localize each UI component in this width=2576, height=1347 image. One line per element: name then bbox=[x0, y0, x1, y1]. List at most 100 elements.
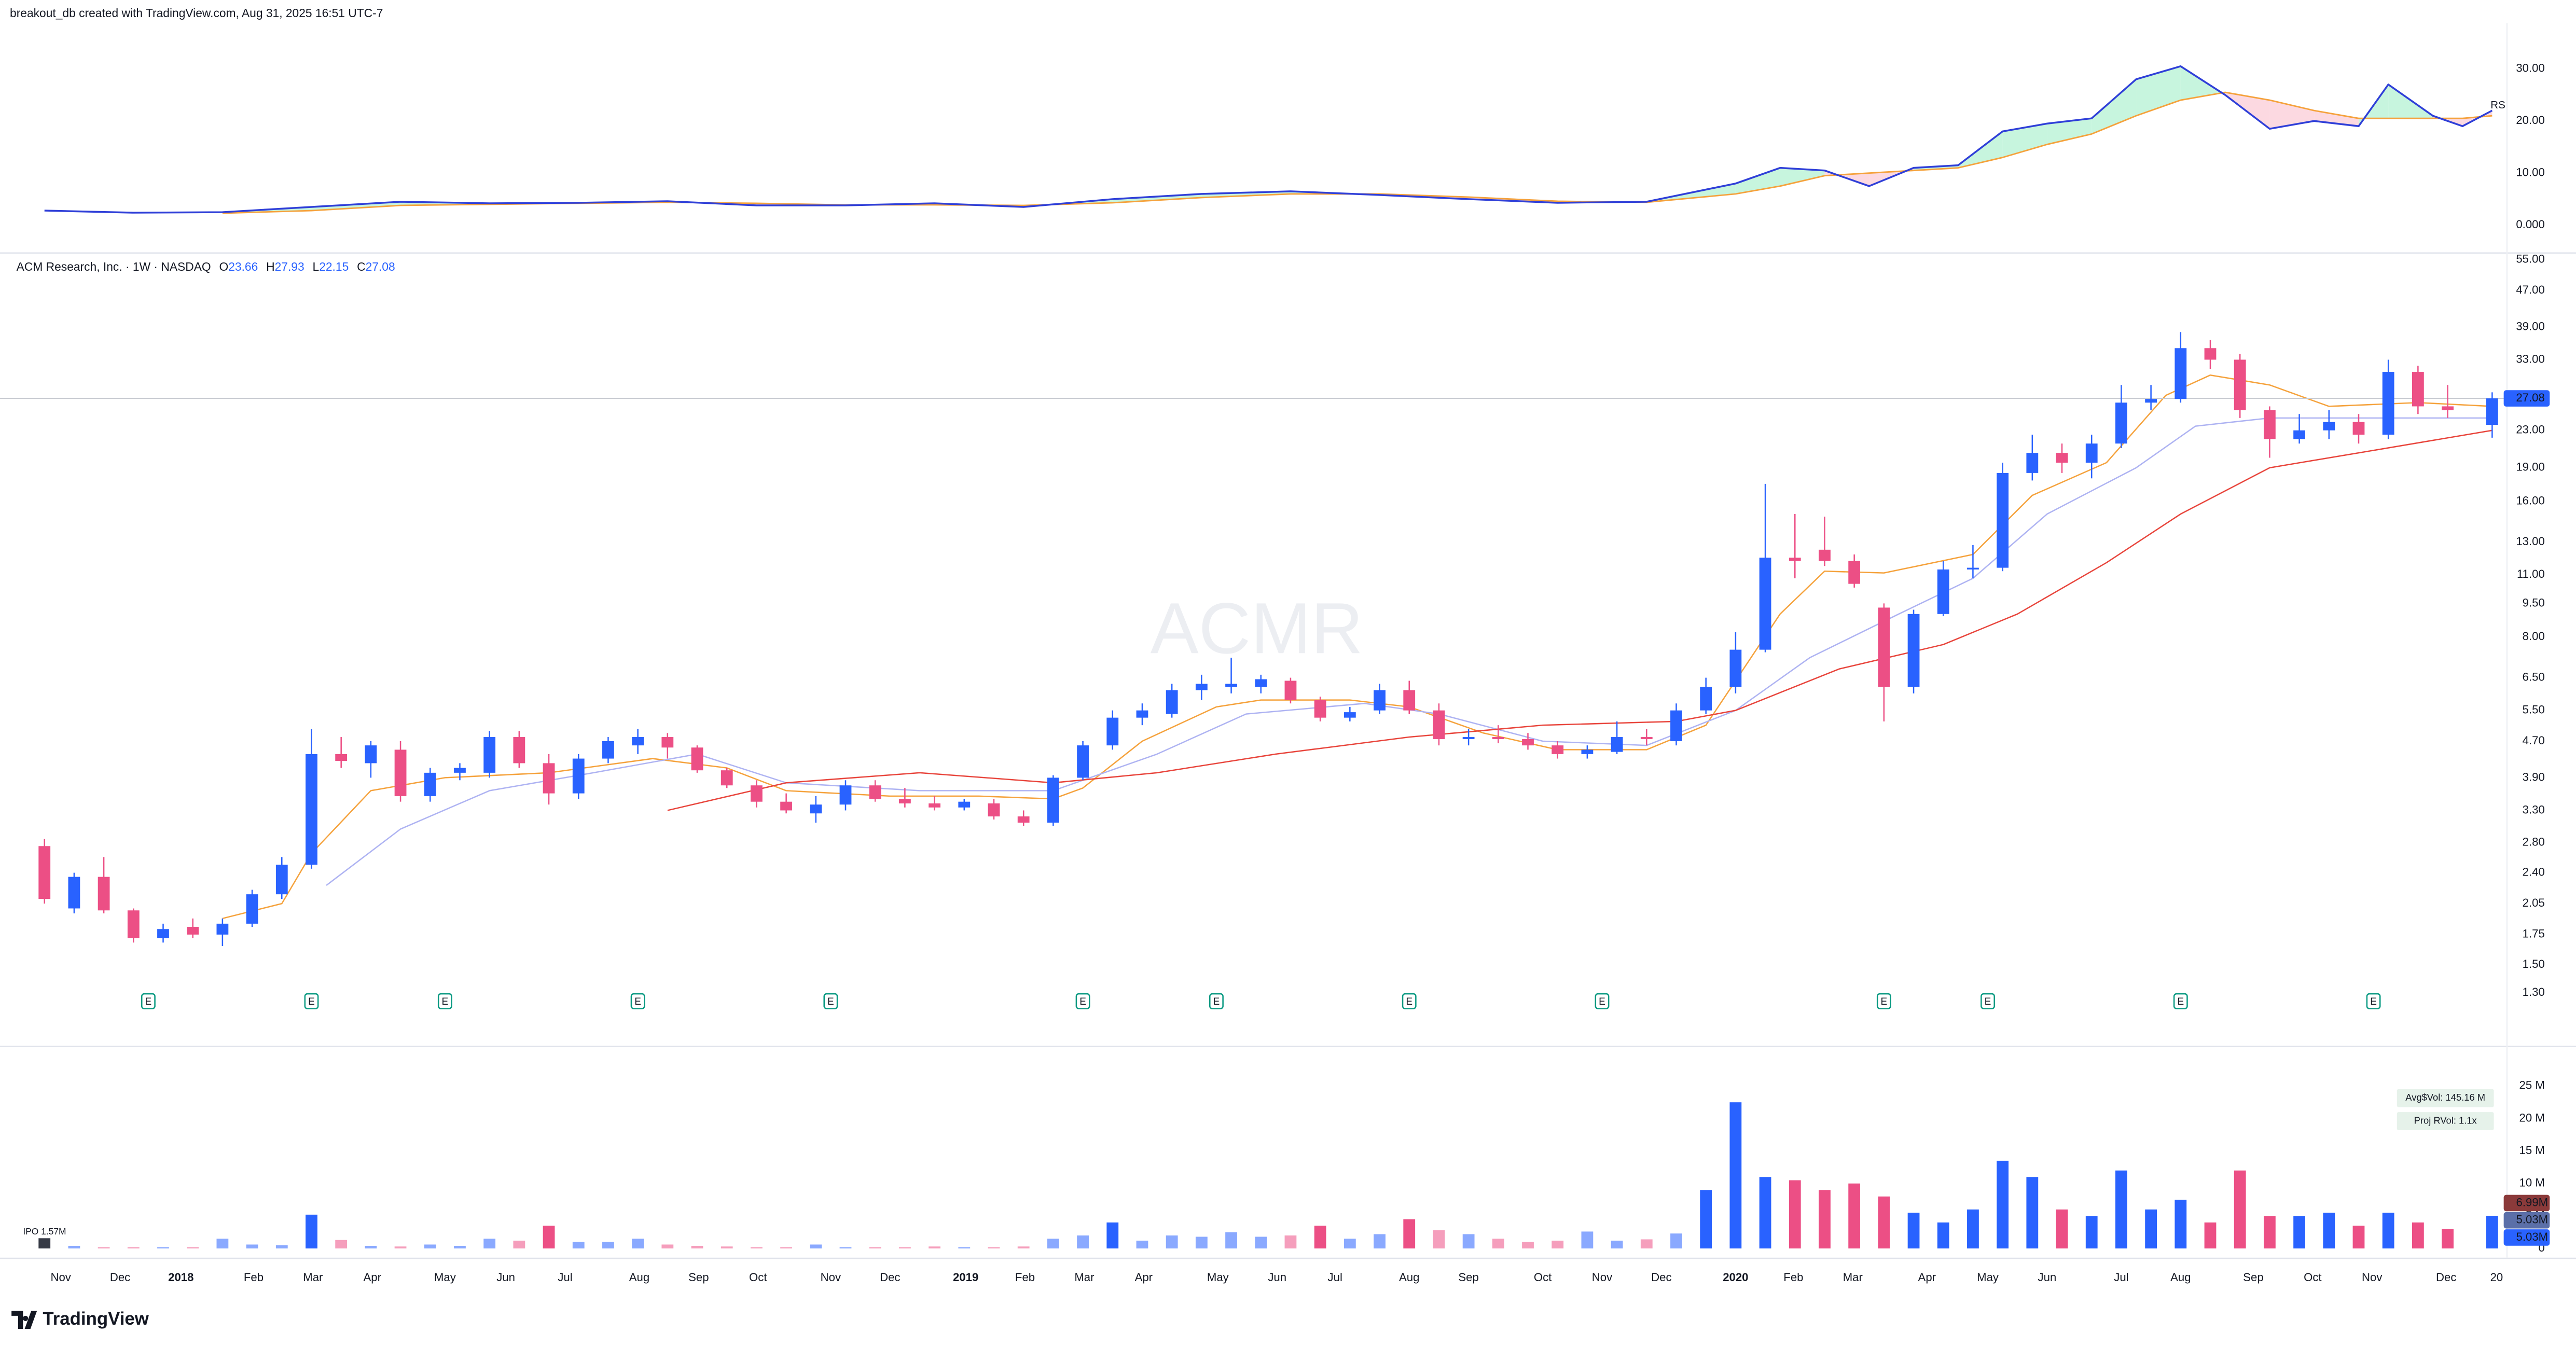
candle-body bbox=[721, 770, 733, 786]
volume-bar bbox=[632, 1239, 644, 1248]
watermark: ACMR bbox=[1151, 588, 1363, 669]
volume-bar bbox=[2175, 1200, 2187, 1248]
y-tick-label: 20.00 bbox=[2516, 114, 2544, 127]
rs-fill bbox=[2047, 118, 2092, 145]
candle-body bbox=[988, 803, 1000, 817]
earnings-icon bbox=[2173, 993, 2188, 1009]
y-tick-label: 55.00 bbox=[2516, 253, 2544, 266]
earnings-label: E bbox=[1985, 996, 1991, 1007]
volume-bar bbox=[1225, 1232, 1237, 1248]
earnings-label: E bbox=[1881, 996, 1888, 1007]
legend-value: 27.93 bbox=[275, 260, 304, 273]
candle-body bbox=[1166, 690, 1178, 714]
candle-body bbox=[68, 877, 80, 909]
x-tick-label: Dec bbox=[110, 1271, 130, 1284]
candle-body bbox=[365, 745, 377, 763]
earnings-label: E bbox=[634, 996, 641, 1007]
volume-bar bbox=[1462, 1234, 1475, 1248]
volume-bar bbox=[98, 1247, 110, 1248]
legend-value: 22.15 bbox=[319, 260, 349, 273]
x-tick-label: May bbox=[1207, 1271, 1229, 1284]
y-tick-label: 0.000 bbox=[2516, 218, 2544, 231]
volume-bar bbox=[1552, 1240, 1564, 1248]
candle-body bbox=[780, 801, 793, 811]
y-tick-label: 16.00 bbox=[2516, 494, 2544, 507]
legend-title: ACM Research, Inc. · 1W · NASDAQ bbox=[17, 260, 211, 273]
earnings-icon bbox=[1402, 993, 1417, 1009]
volume-bar bbox=[1522, 1242, 1534, 1248]
volume-bar bbox=[2382, 1213, 2394, 1248]
volume-bar bbox=[1344, 1239, 1356, 1248]
candle-body bbox=[2486, 398, 2498, 425]
y-tick-label: 1.50 bbox=[2523, 957, 2545, 970]
earnings-icon bbox=[437, 993, 452, 1009]
volume-bar bbox=[424, 1244, 436, 1248]
x-tick-label: Jul bbox=[2114, 1271, 2128, 1284]
candle-body bbox=[1255, 679, 1267, 687]
volume-badge bbox=[2503, 1212, 2550, 1229]
y-tick-label: 15 M bbox=[2519, 1144, 2545, 1157]
earnings-label: E bbox=[1213, 996, 1220, 1007]
x-tick-label: Feb bbox=[1783, 1271, 1803, 1284]
candle-body bbox=[1492, 737, 1504, 739]
volume-bar bbox=[1878, 1196, 1890, 1248]
volume-bar bbox=[2293, 1216, 2305, 1248]
x-tick-label: Aug bbox=[1399, 1271, 1419, 1284]
x-tick-label: Dec bbox=[2436, 1271, 2456, 1284]
footer-logo: TradingView bbox=[11, 1309, 149, 1329]
earnings-icon bbox=[2366, 993, 2381, 1009]
candle-body bbox=[929, 803, 940, 808]
volume-bar bbox=[929, 1246, 940, 1248]
candle-body bbox=[1136, 710, 1148, 718]
earnings-label: E bbox=[308, 996, 315, 1007]
x-tick-label: Feb bbox=[1015, 1271, 1035, 1284]
x-tick-label: Mar bbox=[303, 1271, 323, 1284]
y-tick-label: 19.00 bbox=[2516, 461, 2544, 474]
volume-bar bbox=[216, 1239, 229, 1248]
info-box-text: Proj RVol: 1.1x bbox=[2414, 1115, 2477, 1126]
candle-body bbox=[691, 747, 703, 771]
volume-bar bbox=[1729, 1102, 1742, 1248]
y-tick-label: 3.90 bbox=[2523, 770, 2545, 783]
x-tick-label: Jun bbox=[2038, 1271, 2057, 1284]
earnings-icon bbox=[1209, 993, 1224, 1009]
y-tick-label: 10.00 bbox=[2516, 166, 2544, 179]
candle-body bbox=[1700, 687, 1712, 711]
volume-bar bbox=[335, 1240, 348, 1248]
candle-body bbox=[1997, 473, 2009, 568]
y-tick-label: 10 M bbox=[2519, 1176, 2545, 1189]
volume-bar bbox=[2486, 1215, 2498, 1248]
earnings-label: E bbox=[1599, 996, 1605, 1007]
volume-bar bbox=[543, 1226, 555, 1248]
volume-bar bbox=[572, 1242, 585, 1248]
x-tick-label: Aug bbox=[2170, 1271, 2191, 1284]
volume-bar bbox=[691, 1245, 703, 1248]
volume-bar bbox=[1907, 1213, 1920, 1248]
volume-bar bbox=[661, 1244, 674, 1248]
candle-body bbox=[1284, 681, 1297, 700]
candle-body bbox=[1552, 745, 1564, 754]
x-tick-label: Jun bbox=[496, 1271, 515, 1284]
volume-bar bbox=[1492, 1239, 1504, 1248]
y-tick-label: 2.80 bbox=[2523, 835, 2545, 848]
volume-bar bbox=[157, 1247, 169, 1248]
candle-body bbox=[1789, 558, 1801, 561]
candle-body bbox=[2323, 422, 2335, 431]
volume-bar bbox=[306, 1214, 317, 1248]
candle-body bbox=[1581, 749, 1594, 754]
earnings-label: E bbox=[2177, 996, 2184, 1007]
volume-bar bbox=[1848, 1183, 1861, 1248]
candle-body bbox=[2085, 443, 2098, 463]
volume-bar bbox=[2352, 1226, 2365, 1248]
x-tick-label: 2018 bbox=[168, 1271, 193, 1284]
x-tick-label: Sep bbox=[1458, 1271, 1478, 1284]
moving-average bbox=[667, 429, 2492, 811]
x-tick-label: May bbox=[1977, 1271, 1999, 1284]
earnings-icon bbox=[1876, 993, 1891, 1009]
volume-bar bbox=[68, 1245, 80, 1248]
volume-bar bbox=[365, 1245, 377, 1248]
legend-label: L bbox=[313, 260, 320, 273]
candle-body bbox=[1017, 816, 1030, 823]
volume-bar bbox=[187, 1247, 199, 1248]
x-tick-label: Mar bbox=[1843, 1271, 1863, 1284]
